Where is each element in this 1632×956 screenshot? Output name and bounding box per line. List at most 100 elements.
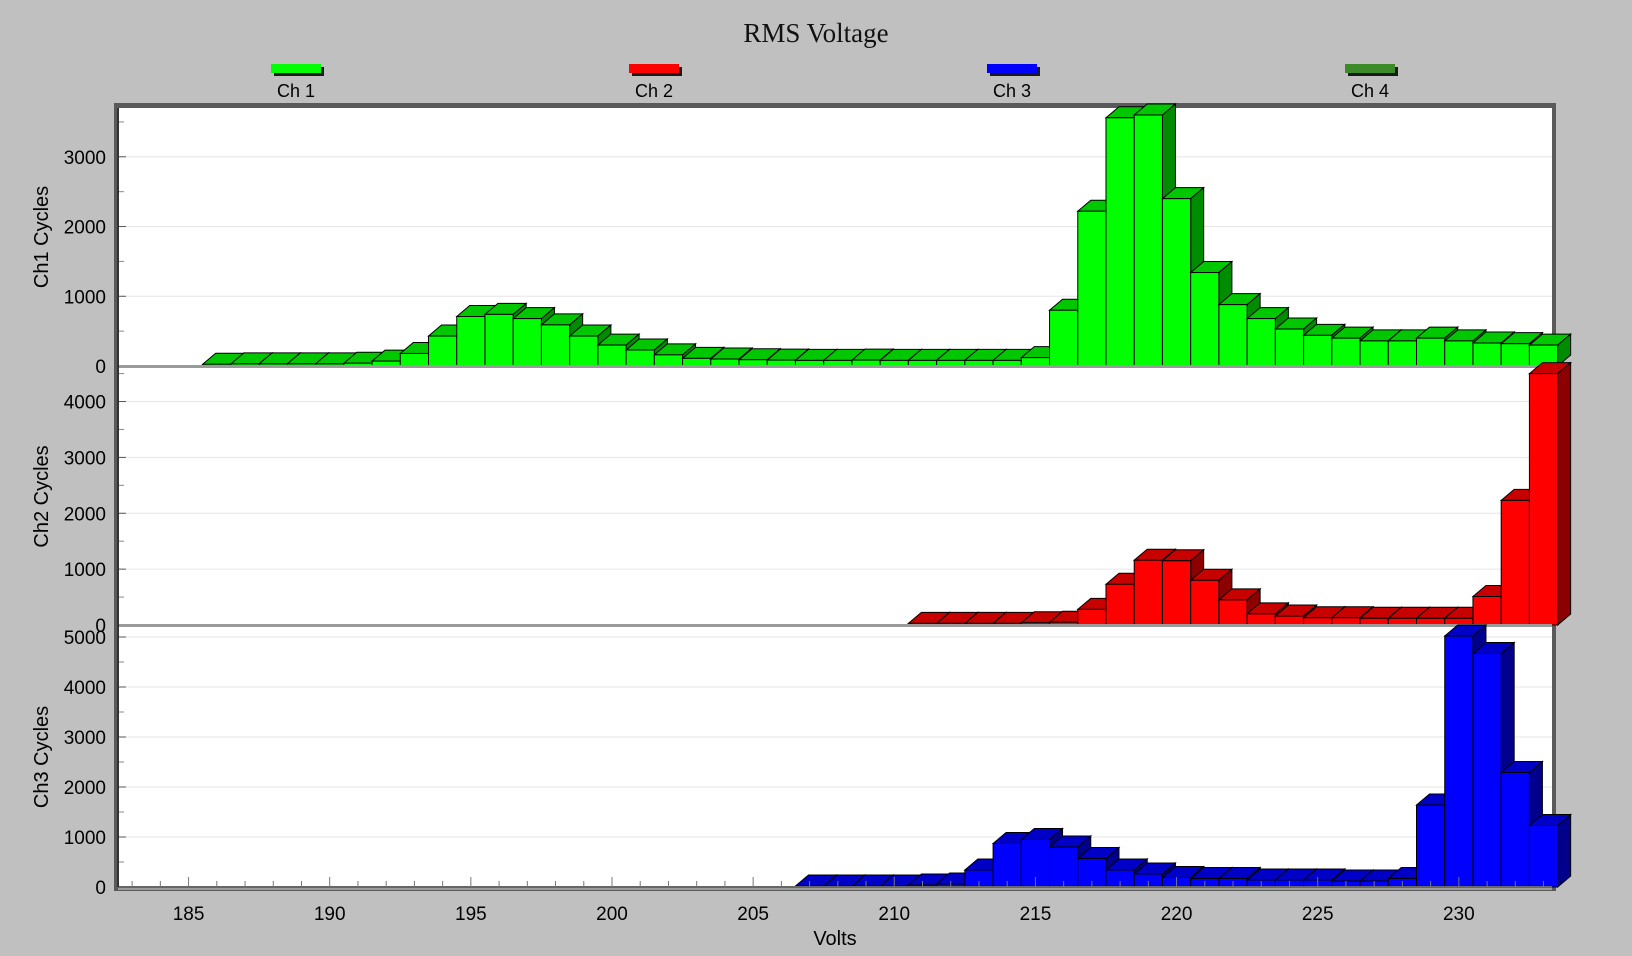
bar [484, 313, 514, 367]
bar [1528, 825, 1559, 888]
bar [569, 335, 599, 367]
bar [992, 843, 1022, 888]
bar [1416, 617, 1446, 626]
legend-item-ch3: Ch 3 [952, 64, 1072, 102]
bar [1500, 499, 1530, 626]
y-tick-label: 1000 [64, 560, 106, 581]
x-tick-label: 220 [1161, 904, 1193, 925]
bar [1246, 613, 1276, 626]
legend-item-ch4: Ch 4 [1310, 64, 1430, 102]
legend-label-ch4: Ch 4 [1350, 81, 1390, 101]
bar [1077, 608, 1107, 626]
bar [1444, 340, 1474, 367]
y-tick-label: 2000 [64, 218, 106, 239]
bar-side [1557, 813, 1572, 889]
bar [456, 315, 486, 367]
bar [399, 352, 430, 367]
bar [1133, 114, 1163, 367]
bar [597, 344, 627, 367]
bar [1274, 328, 1305, 367]
x-tick-label: 195 [455, 904, 487, 925]
bar [1077, 210, 1107, 367]
legend-label-ch3: Ch 3 [992, 81, 1032, 101]
legend-swatch-ch4 [1345, 64, 1395, 73]
x-tick-label: 190 [314, 904, 346, 925]
y-tick-label: 3000 [64, 148, 106, 169]
y-tick-label: 0 [95, 616, 106, 637]
x-tick-label: 185 [173, 904, 205, 925]
panel-background-3 [118, 627, 1552, 887]
y-tick-label: 3000 [64, 728, 106, 749]
bar [428, 335, 458, 367]
bar [1246, 318, 1276, 367]
bar [1161, 198, 1192, 367]
x-axis-title: Volts [813, 928, 856, 950]
bar [1077, 858, 1107, 888]
legend-swatch-ch2 [629, 64, 679, 73]
bar [1387, 617, 1418, 626]
bar [1105, 583, 1135, 626]
y-tick-label: 2000 [64, 778, 106, 799]
bar [1472, 653, 1502, 888]
legend-label-ch2: Ch 2 [634, 81, 674, 101]
bar [1416, 337, 1446, 367]
bar [1500, 343, 1530, 367]
bar [1161, 560, 1192, 626]
bar [512, 318, 542, 367]
bar [1105, 117, 1135, 367]
x-tick-label: 215 [1020, 904, 1052, 925]
bar-side [1557, 361, 1572, 627]
bar [1218, 304, 1248, 367]
bar [1472, 342, 1502, 367]
bar [1274, 615, 1305, 626]
x-tick-label: 200 [596, 904, 628, 925]
legend-label-ch1: Ch 1 [276, 81, 316, 101]
bar [1218, 599, 1248, 626]
bar [1472, 596, 1502, 626]
bar [682, 357, 712, 367]
legend-swatch-ch3 [987, 64, 1037, 73]
y-tick-label: 4000 [64, 393, 106, 414]
bar [1190, 579, 1220, 626]
legend-item-ch2: Ch 2 [594, 64, 714, 102]
x-tick-label: 210 [878, 904, 910, 925]
panel-floor-2 [118, 624, 1552, 628]
bar [1020, 357, 1051, 367]
panel-floor-1 [118, 365, 1552, 369]
bar [1331, 337, 1361, 367]
bar [653, 354, 684, 367]
bar [1500, 772, 1530, 888]
bar [540, 324, 571, 367]
y-tick-label: 1000 [64, 287, 106, 308]
y-tick-label: 1000 [64, 828, 106, 849]
legend-swatch-ch1 [271, 64, 321, 73]
bar [625, 349, 655, 367]
x-tick-label: 205 [737, 904, 769, 925]
y-axis-title-3: Ch3 Cycles [31, 706, 53, 808]
y-tick-label: 0 [95, 878, 106, 899]
bar [1303, 617, 1333, 626]
y-tick-label: 2000 [64, 504, 106, 525]
bar [1416, 804, 1446, 888]
y-tick-label: 0 [95, 357, 106, 378]
panel-floor-3 [118, 886, 1552, 890]
bar [1049, 846, 1079, 888]
bar [1359, 617, 1389, 626]
x-tick-label: 225 [1302, 904, 1334, 925]
bar [1133, 559, 1163, 626]
y-tick-label: 4000 [64, 678, 106, 699]
bar [1049, 309, 1079, 367]
chart-title: RMS Voltage [743, 18, 889, 48]
bar [1444, 617, 1474, 626]
y-axis-title-2: Ch2 Cycles [31, 445, 53, 547]
bar [1528, 373, 1559, 626]
bar [1331, 617, 1361, 626]
y-axis-title-1: Ch1 Cycles [31, 186, 53, 288]
y-tick-label: 5000 [64, 628, 106, 649]
bar [1303, 334, 1333, 367]
bar [1190, 272, 1220, 367]
bar [1444, 635, 1474, 888]
bar [1359, 340, 1389, 367]
